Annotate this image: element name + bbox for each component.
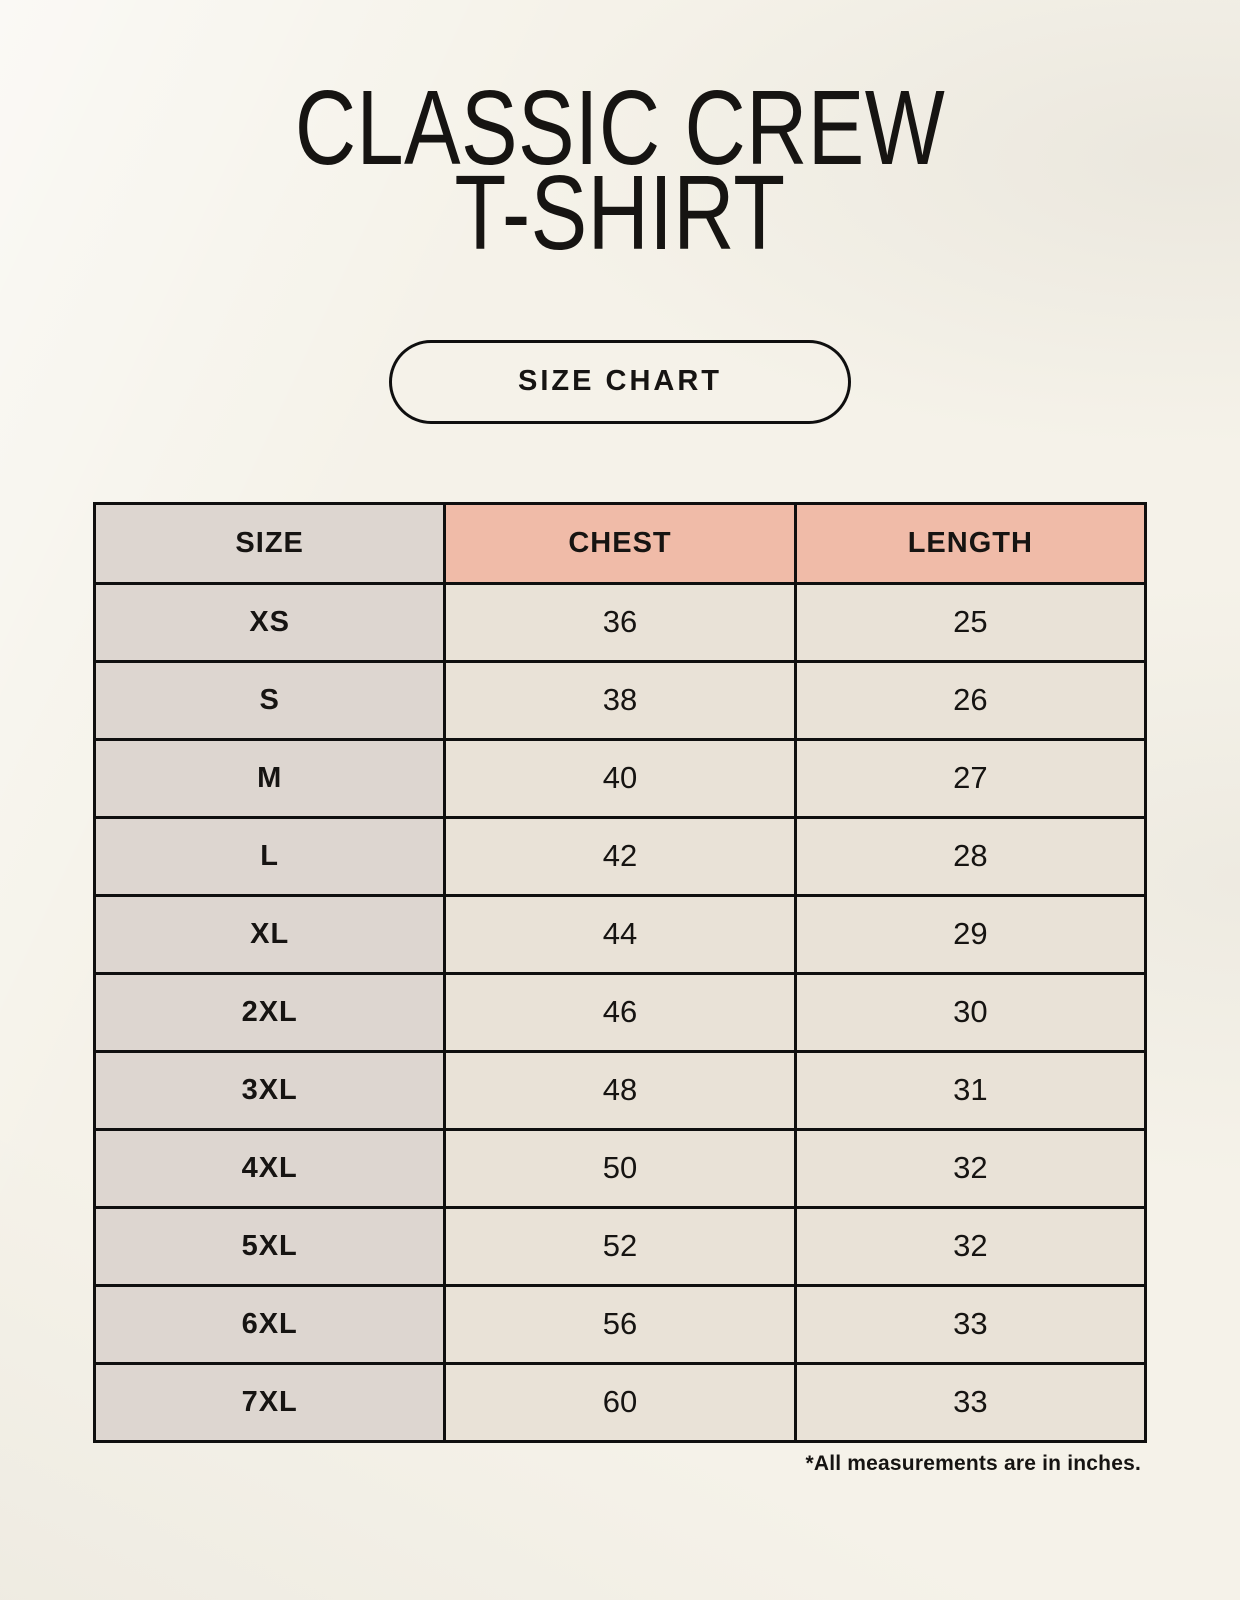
chest-cell: 38 <box>443 659 797 741</box>
size-cell: 5XL <box>92 1205 447 1287</box>
size-cell: M <box>92 737 447 819</box>
table-row: M 40 27 <box>92 737 1148 819</box>
chest-cell: 40 <box>443 737 797 819</box>
chest-column-header: CHEST <box>443 501 797 585</box>
table-row: XL 44 29 <box>92 893 1148 975</box>
chest-cell: 52 <box>443 1205 797 1287</box>
chest-cell: 44 <box>443 893 797 975</box>
table-header-row: SIZE CHEST LENGTH <box>92 501 1148 585</box>
table-row: 2XL 46 30 <box>92 971 1148 1053</box>
chest-cell: 48 <box>443 1049 797 1131</box>
size-column-header: SIZE <box>92 501 447 585</box>
measurements-footnote: *All measurements are in inches. <box>805 1451 1141 1475</box>
chest-cell: 46 <box>443 971 797 1053</box>
table-row: 3XL 48 31 <box>92 1049 1148 1131</box>
table-row: S 38 26 <box>92 659 1148 741</box>
chest-cell: 50 <box>443 1127 797 1209</box>
size-cell: 7XL <box>92 1361 447 1443</box>
page-title-line2: T-SHIRT <box>454 153 786 272</box>
size-cell: S <box>92 659 447 741</box>
size-cell: 4XL <box>92 1127 447 1209</box>
length-cell: 31 <box>793 1049 1148 1131</box>
table-row: 4XL 50 32 <box>92 1127 1148 1209</box>
length-cell: 33 <box>793 1361 1148 1443</box>
size-cell: XL <box>92 893 447 975</box>
length-cell: 29 <box>793 893 1148 975</box>
length-column-header: LENGTH <box>793 501 1148 585</box>
size-table: SIZE CHEST LENGTH XS 36 25 S 38 26 M 40 … <box>92 501 1148 1443</box>
length-cell: 27 <box>793 737 1148 819</box>
length-cell: 30 <box>793 971 1148 1053</box>
size-cell: 3XL <box>92 1049 447 1131</box>
chest-cell: 60 <box>443 1361 797 1443</box>
chest-cell: 42 <box>443 815 797 897</box>
size-chart-button[interactable]: SIZE CHART <box>389 339 851 424</box>
page-title-line1: CLASSIC CREW <box>294 69 946 187</box>
table-row: 7XL 60 33 <box>92 1361 1148 1443</box>
chest-cell: 36 <box>443 581 797 663</box>
table-row: 5XL 52 32 <box>92 1205 1148 1287</box>
chest-cell: 56 <box>443 1283 797 1365</box>
length-cell: 32 <box>793 1127 1148 1209</box>
size-table-body: XS 36 25 S 38 26 M 40 27 L 42 28 XL 44 2… <box>92 581 1148 1443</box>
size-table-head: SIZE CHEST LENGTH <box>92 501 1148 585</box>
size-cell: 2XL <box>92 971 447 1053</box>
length-cell: 26 <box>793 659 1148 741</box>
size-cell: XS <box>92 581 447 663</box>
length-cell: 28 <box>793 815 1148 897</box>
table-row: L 42 28 <box>92 815 1148 897</box>
table-row: 6XL 56 33 <box>92 1283 1148 1365</box>
length-cell: 32 <box>793 1205 1148 1287</box>
table-row: XS 36 25 <box>92 581 1148 663</box>
page-title: CLASSIC CREW T-SHIRT <box>0 69 1240 272</box>
size-cell: L <box>92 815 447 897</box>
length-cell: 25 <box>793 581 1148 663</box>
button-row: SIZE CHART <box>0 339 1240 424</box>
size-table-container: SIZE CHEST LENGTH XS 36 25 S 38 26 M 40 … <box>92 501 1148 1476</box>
size-cell: 6XL <box>92 1283 447 1365</box>
length-cell: 33 <box>793 1283 1148 1365</box>
